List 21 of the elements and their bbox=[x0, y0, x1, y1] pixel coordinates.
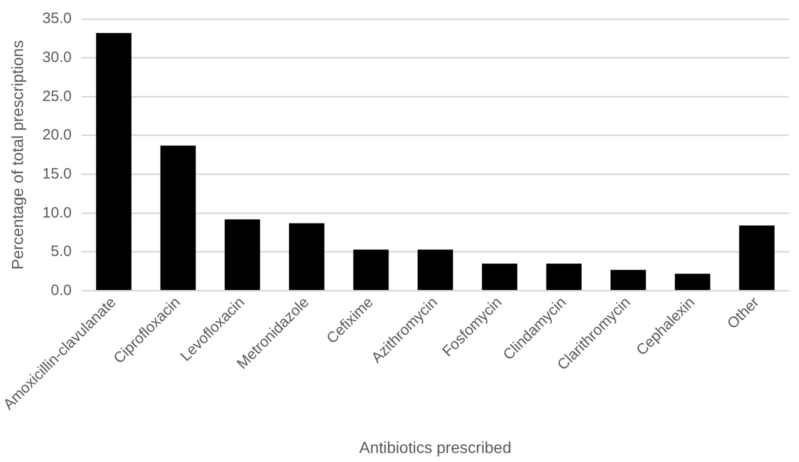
y-tick-label: 5.0 bbox=[50, 243, 72, 260]
bar bbox=[160, 146, 196, 290]
x-axis-title: Antibiotics prescribed bbox=[359, 440, 512, 457]
y-tick-label: 30.0 bbox=[42, 48, 72, 66]
bar bbox=[289, 223, 324, 290]
y-tick-label: 25.0 bbox=[42, 88, 72, 105]
bar bbox=[353, 250, 389, 290]
bar bbox=[674, 274, 710, 290]
bar bbox=[482, 264, 518, 290]
bar bbox=[96, 32, 132, 290]
bar bbox=[546, 264, 582, 290]
y-tick-label: 35.0 bbox=[42, 10, 72, 28]
y-tick-label: 15.0 bbox=[42, 165, 72, 182]
y-tick-label: 10.0 bbox=[42, 204, 72, 222]
y-tick-label: 20.0 bbox=[42, 126, 72, 144]
y-tick-label: 0.0 bbox=[50, 282, 72, 299]
y-axis-title: Percentage of total prescriptions bbox=[10, 40, 28, 270]
bar bbox=[418, 250, 453, 290]
bar bbox=[739, 226, 775, 290]
bar bbox=[224, 219, 260, 290]
bar bbox=[610, 270, 646, 290]
